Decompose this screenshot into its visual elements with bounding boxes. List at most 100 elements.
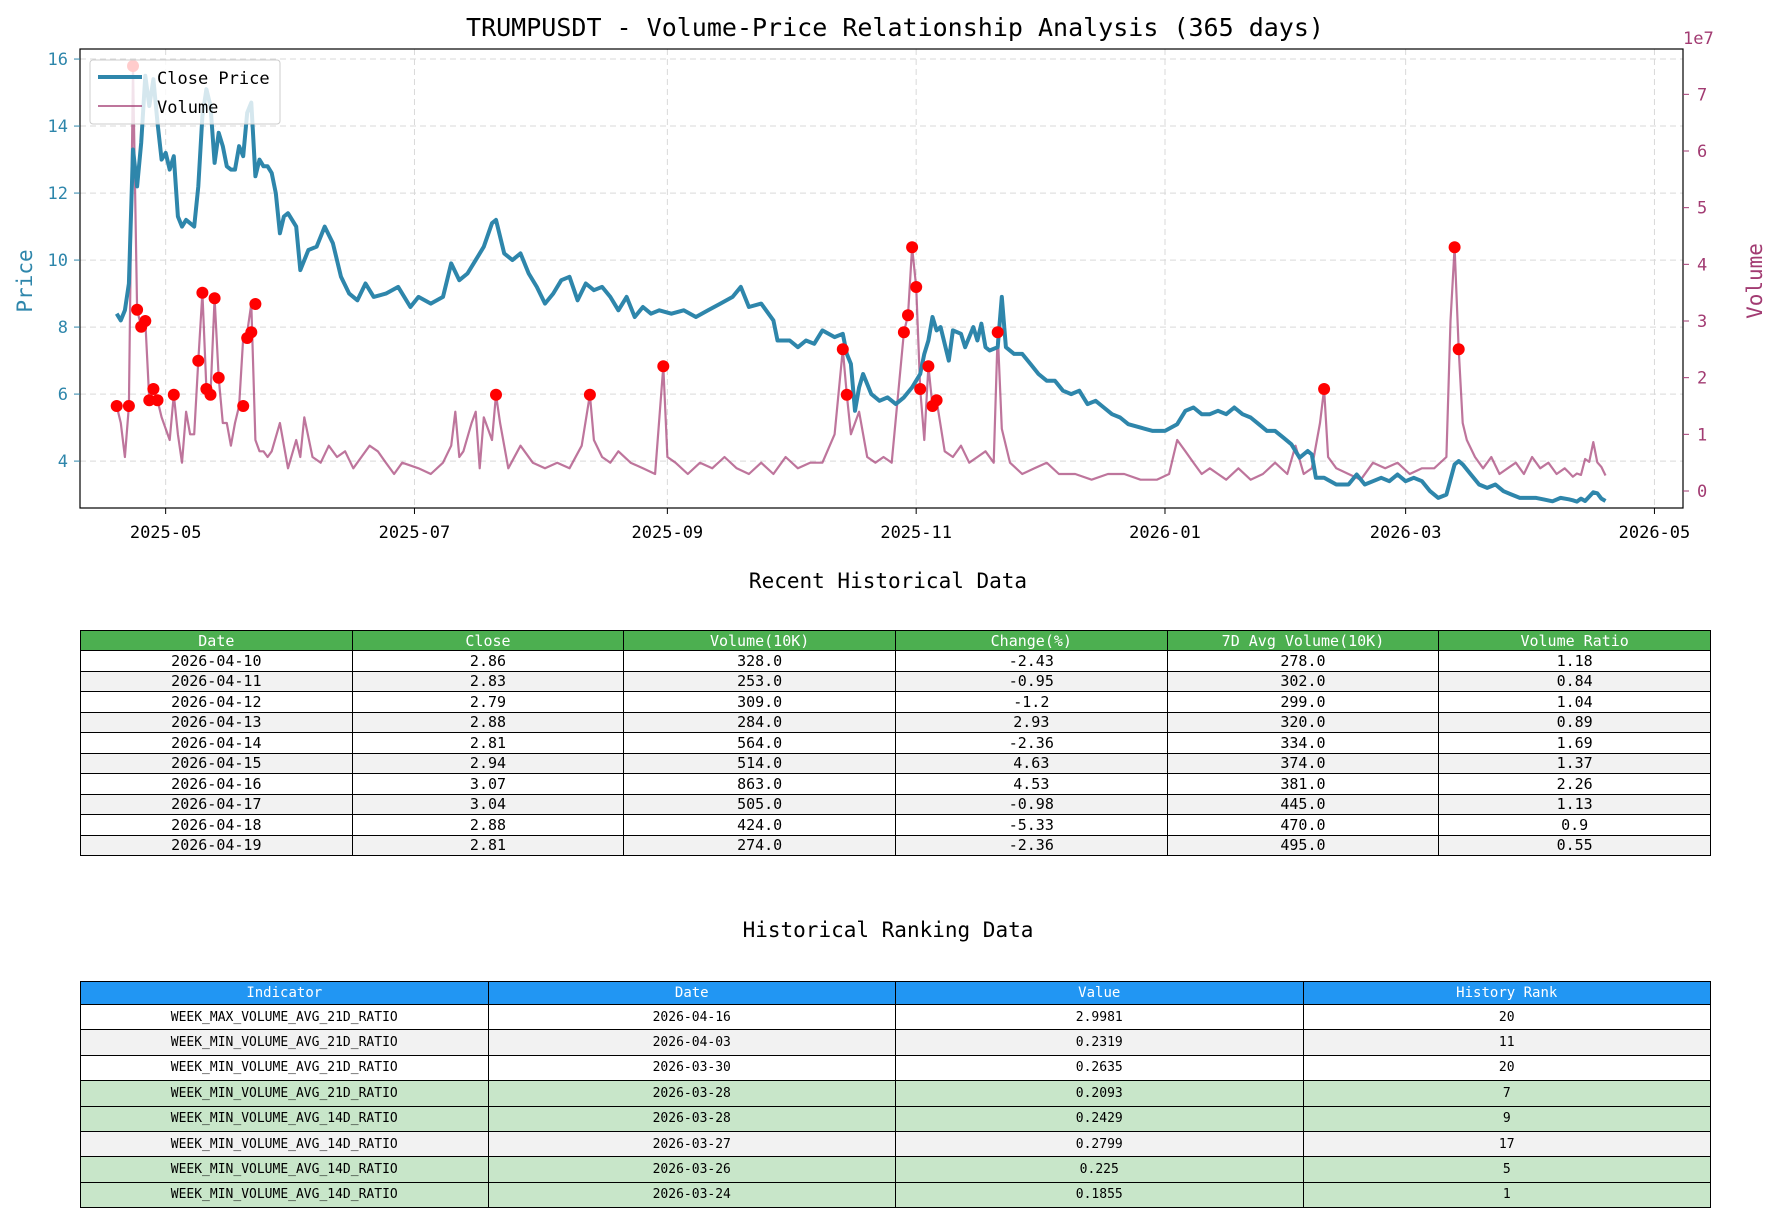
x-tick-label: 2025-09 [632, 523, 704, 543]
table-cell: 309.0 [623, 691, 896, 713]
volume-spike-marker [922, 360, 935, 373]
table-cell: -5.33 [894, 814, 1168, 836]
table-cell: 0.9 [1438, 814, 1711, 836]
volume-price-chart: TRUMPUSDT - Volume-Price Relationship An… [13, 13, 1767, 543]
column-header: Volume Ratio [1438, 630, 1711, 651]
volume-spike-marker [110, 400, 123, 412]
table-cell: 5 [1302, 1156, 1711, 1183]
volume-spike-marker [212, 371, 225, 384]
left-y-axis-ticks: 4 6 8 10 12 14 16 [48, 50, 80, 472]
table-cell: 1.37 [1438, 752, 1711, 774]
table-row: WEEK_MIN_VOLUME_AVG_14D_RATIO 2026-03-24 0… [80, 1181, 1711, 1209]
y-tick-label: 10 [48, 251, 68, 271]
volume-spike-marker [192, 354, 205, 367]
volume-spike-marker [897, 326, 910, 339]
volume-spike-marker [657, 360, 670, 373]
table-cell: 7 [1302, 1080, 1711, 1107]
table-row: 2026-04-16 3.07 863.0 4.53 381.0 2.26 [80, 773, 1711, 795]
table-cell: 299.0 [1166, 691, 1440, 713]
table-cell: 2026-03-30 [487, 1054, 896, 1082]
table-cell: -0.95 [894, 670, 1168, 692]
table-header-row: Indicator Date Value History Rank [80, 981, 1711, 1005]
table-cell: 514.0 [623, 752, 896, 774]
y-tick-label: 4 [58, 452, 68, 472]
table-row: WEEK_MIN_VOLUME_AVG_14D_RATIO 2026-03-26 0… [80, 1156, 1711, 1183]
table-cell: 2026-04-13 [80, 711, 353, 733]
column-header: 7D Avg Volume(10K) [1166, 630, 1440, 651]
table-cell: 2.9981 [895, 1003, 1304, 1031]
y2-tick-label: 2 [1697, 369, 1707, 389]
x-axis-ticks: 2025-05 2025-07 2025-09 2025-11 2026-01 2026-… [130, 508, 1690, 543]
table-row: 2026-04-11 2.83 253.0 -0.95 302.0 0.84 [80, 670, 1711, 692]
volume-spike-marker [1448, 241, 1461, 254]
table-cell: -0.98 [894, 793, 1168, 815]
table-cell: WEEK_MIN_VOLUME_AVG_14D_RATIO [80, 1130, 489, 1158]
y2-tick-label: 6 [1697, 142, 1707, 162]
legend-label-volume: Volume [157, 98, 218, 118]
table-cell: WEEK_MAX_VOLUME_AVG_21D_RATIO [80, 1003, 489, 1031]
volume-spike-marker [840, 388, 853, 401]
volume-spike-marker [204, 388, 217, 401]
volume-spike-marker [139, 315, 152, 327]
table-row: WEEK_MIN_VOLUME_AVG_21D_RATIO 2026-03-30 0… [80, 1054, 1711, 1082]
table-row: WEEK_MIN_VOLUME_AVG_14D_RATIO 2026-03-28 0… [80, 1105, 1711, 1132]
table-cell: 2.81 [351, 732, 625, 754]
table-row: 2026-04-17 3.04 505.0 -0.98 445.0 1.13 [80, 793, 1711, 815]
table-cell: 2.93 [894, 711, 1168, 733]
table-cell: 381.0 [1166, 773, 1440, 795]
table-cell: 1 [1302, 1181, 1711, 1209]
table-cell: 2026-04-14 [80, 732, 353, 754]
table-cell: 2026-04-12 [80, 691, 353, 713]
table-cell: 2.26 [1438, 773, 1711, 795]
table-cell: 374.0 [1166, 752, 1440, 774]
table-cell: 3.04 [351, 793, 625, 815]
table-cell: 2.94 [351, 752, 625, 774]
volume-spike-marker [147, 383, 160, 395]
table-cell: 470.0 [1166, 814, 1440, 836]
table-cell: WEEK_MIN_VOLUME_AVG_21D_RATIO [80, 1054, 489, 1082]
volume-spike-marker [583, 388, 596, 401]
volume-spike-marker [991, 326, 1004, 339]
table-cell: 2.88 [351, 711, 625, 733]
table-cell: 564.0 [623, 732, 896, 754]
table-cell: WEEK_MIN_VOLUME_AVG_14D_RATIO [80, 1105, 489, 1132]
y2-tick-label: 5 [1697, 199, 1707, 219]
price-series [114, 73, 1607, 504]
x-tick-label: 2026-05 [1619, 523, 1691, 543]
x-tick-label: 2026-03 [1370, 523, 1442, 543]
table-cell: 2026-03-27 [487, 1130, 896, 1158]
x-tick-label: 2026-01 [1129, 523, 1201, 543]
table-cell: 11 [1302, 1029, 1711, 1056]
x-tick-label: 2025-11 [880, 523, 952, 543]
volume-spike-marker [245, 326, 258, 339]
recent-table-title: Recent Historical Data [748, 569, 1028, 593]
table-row: 2026-04-18 2.88 424.0 -5.33 470.0 0.9 [80, 814, 1711, 836]
table-cell: 1.04 [1438, 691, 1711, 713]
table-cell: 2026-04-11 [80, 670, 353, 692]
table-cell: 2026-04-16 [487, 1003, 896, 1031]
table-cell: 253.0 [623, 670, 896, 692]
table-cell: 505.0 [623, 793, 896, 815]
table-row: 2026-04-12 2.79 309.0 -1.2 299.0 1.04 [80, 691, 1711, 713]
table-cell: 0.2635 [895, 1054, 1304, 1082]
column-header: Change(%) [894, 630, 1168, 651]
table-cell: WEEK_MIN_VOLUME_AVG_14D_RATIO [80, 1156, 489, 1183]
recent-historical-table: Date Close Volume(10K) Change(%) 7D Avg Volu… [80, 630, 1711, 856]
column-header: History Rank [1302, 981, 1711, 1005]
table-cell: 17 [1302, 1130, 1711, 1158]
volume-spike-marker [237, 400, 250, 412]
table-row: WEEK_MIN_VOLUME_AVG_14D_RATIO 2026-03-27 0… [80, 1130, 1711, 1158]
table-cell: 424.0 [623, 814, 896, 836]
table-cell: 320.0 [1166, 711, 1440, 733]
volume-spike-marker [122, 400, 135, 412]
table-cell: 20 [1302, 1003, 1711, 1031]
column-header: Close [351, 630, 625, 651]
table-row: 2026-04-10 2.86 328.0 -2.43 278.0 1.18 [80, 650, 1711, 672]
column-header: Date [487, 981, 896, 1005]
table-cell: WEEK_MIN_VOLUME_AVG_21D_RATIO [80, 1080, 489, 1107]
table-cell: 2.86 [351, 650, 625, 672]
x-tick-label: 2025-05 [130, 523, 202, 543]
table-cell: 2026-03-24 [487, 1181, 896, 1209]
table-row: 2026-04-19 2.81 274.0 -2.36 495.0 0.55 [80, 834, 1711, 856]
y-tick-label: 12 [48, 184, 68, 204]
